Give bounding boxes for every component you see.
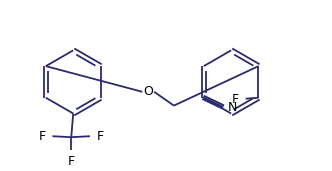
Text: F: F: [232, 93, 239, 106]
Text: F: F: [39, 130, 45, 143]
Text: F: F: [68, 155, 75, 168]
Text: O: O: [143, 85, 153, 98]
Text: F: F: [97, 130, 104, 143]
Text: N: N: [227, 101, 237, 114]
